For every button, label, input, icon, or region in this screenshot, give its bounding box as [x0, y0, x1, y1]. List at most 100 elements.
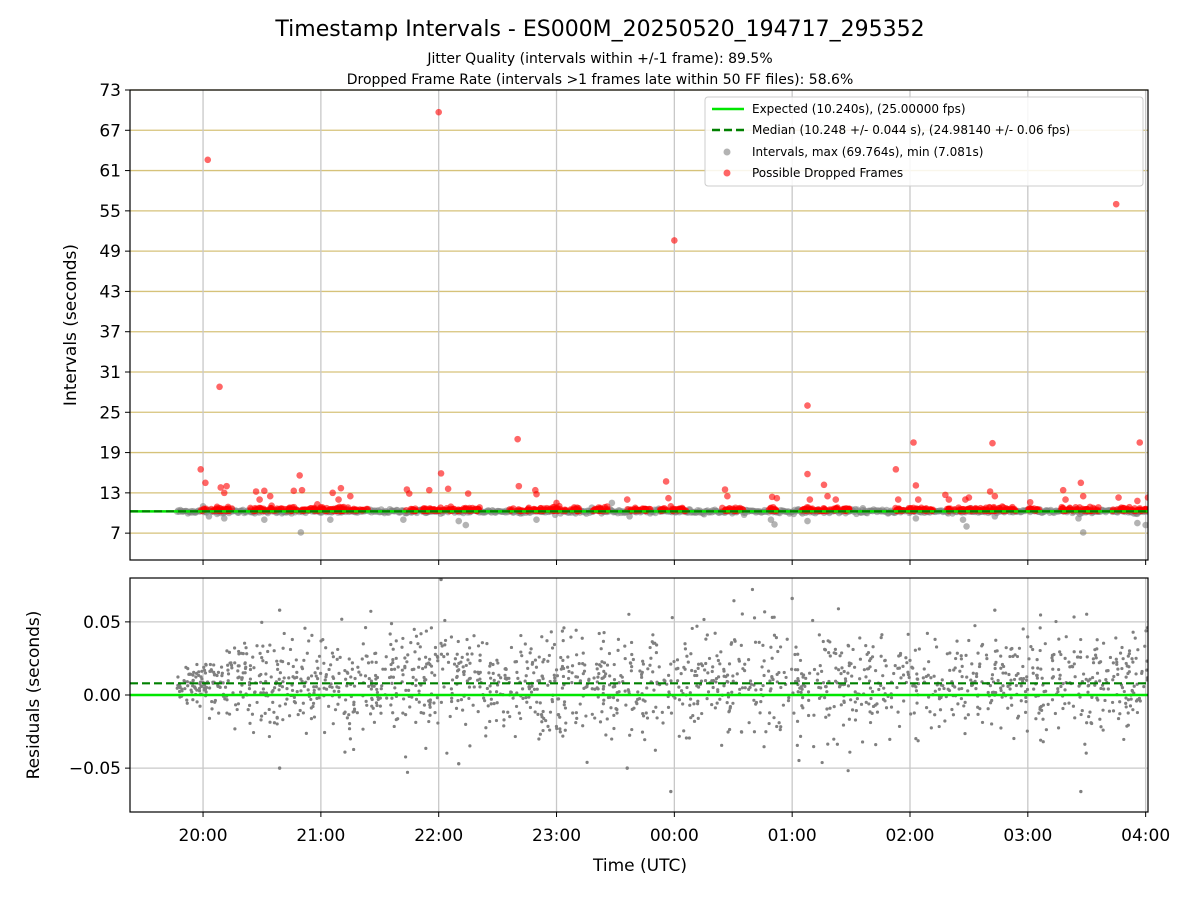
residual-point — [793, 679, 798, 683]
residual-point — [841, 723, 846, 727]
residual-point — [907, 675, 911, 680]
dropped-frame-point — [256, 496, 263, 503]
dropped-frame-point — [804, 402, 811, 409]
residual-point — [361, 727, 365, 731]
residual-point — [800, 672, 804, 676]
residual-point — [883, 659, 887, 663]
residual-point — [1038, 626, 1042, 630]
residual-point — [263, 711, 267, 715]
residual-point — [519, 650, 523, 654]
residual-point — [1124, 661, 1128, 666]
residual-point — [1057, 667, 1061, 672]
residual-point — [672, 659, 676, 664]
residual-point — [456, 639, 460, 644]
residual-point — [1031, 666, 1035, 670]
residual-point — [575, 653, 579, 657]
x-tick-label: 04:00 — [1121, 826, 1170, 846]
residual-point — [754, 700, 759, 705]
dropped-frame-point — [437, 470, 445, 477]
residual-point — [375, 703, 379, 708]
residual-point — [410, 695, 414, 699]
residual-point — [350, 667, 354, 671]
residual-point — [1088, 677, 1092, 681]
residual-point — [727, 662, 732, 666]
residual-point — [344, 677, 348, 681]
residual-point — [1018, 677, 1022, 681]
residual-point — [706, 671, 710, 675]
residual-point — [850, 708, 855, 712]
residual-point — [1099, 686, 1103, 691]
dropped-frame-point — [575, 505, 582, 512]
residual-point — [313, 671, 317, 675]
residual-point — [440, 644, 444, 648]
residual-point — [915, 701, 919, 705]
residual-point — [1016, 716, 1020, 720]
residual-point — [1126, 671, 1130, 676]
residual-point — [523, 679, 527, 683]
residual-point — [1111, 709, 1116, 713]
residual-point — [763, 610, 767, 614]
residual-point — [1098, 717, 1102, 721]
residual-point — [792, 711, 796, 715]
residual-point — [559, 667, 563, 671]
residual-point — [491, 671, 495, 675]
residual-point — [324, 672, 328, 677]
residual-point — [1134, 672, 1138, 676]
dropped-frame-point — [623, 496, 631, 503]
residual-point — [767, 721, 771, 726]
residual-point — [304, 731, 308, 735]
residual-point — [191, 684, 195, 688]
residual-point — [865, 667, 870, 671]
residual-point — [643, 738, 647, 742]
residual-point — [630, 652, 634, 657]
residual-point — [1140, 669, 1144, 674]
residual-point — [203, 671, 208, 675]
residual-point — [938, 708, 943, 712]
residual-point — [725, 673, 730, 677]
residual-point — [986, 707, 990, 711]
residual-point — [478, 670, 482, 674]
residual-point — [612, 678, 617, 682]
residual-point — [738, 687, 742, 691]
interval-point — [1079, 529, 1087, 536]
residual-point — [455, 652, 459, 656]
residual-point — [229, 661, 233, 665]
dropped-frame-point — [892, 466, 900, 473]
residual-point — [1024, 700, 1028, 704]
residual-point — [443, 643, 447, 647]
residual-point — [1023, 710, 1028, 715]
residual-point — [893, 664, 897, 668]
residual-point — [1086, 690, 1090, 694]
residual-point — [835, 742, 839, 746]
residual-point — [990, 690, 995, 695]
dropped-frame-point — [553, 499, 560, 507]
residual-point — [202, 665, 206, 669]
residual-point — [561, 674, 566, 679]
residual-point — [688, 697, 693, 701]
residual-point — [827, 713, 831, 717]
residual-point — [818, 664, 822, 668]
residual-point — [316, 676, 320, 681]
residual-point — [508, 715, 512, 719]
residual-point — [566, 676, 571, 681]
residual-point — [342, 711, 346, 716]
residual-point — [466, 658, 470, 662]
residual-point — [924, 706, 929, 710]
residual-point — [495, 658, 499, 662]
dropped-frame-point — [204, 156, 212, 164]
residual-point — [443, 638, 448, 643]
residual-point — [760, 665, 764, 669]
residual-point — [1131, 660, 1135, 664]
residual-point — [183, 687, 187, 691]
residual-point — [546, 724, 550, 728]
residual-point — [338, 655, 342, 659]
residual-point — [693, 669, 697, 673]
residual-point — [912, 683, 916, 687]
interval-point — [455, 517, 463, 525]
residual-point — [470, 652, 474, 656]
residual-point — [1051, 667, 1055, 671]
residual-point — [197, 673, 201, 678]
residual-point — [379, 711, 383, 715]
residual-point — [839, 703, 843, 707]
residual-point — [1125, 664, 1129, 668]
